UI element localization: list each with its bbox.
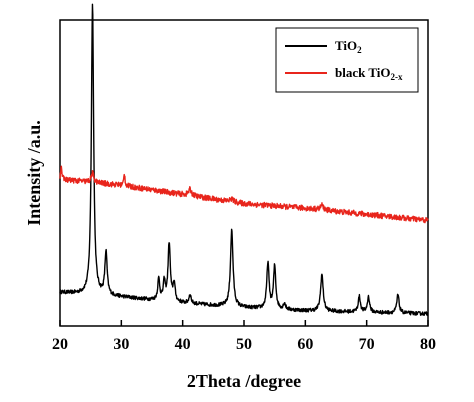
x-tick-label: 40	[175, 336, 191, 353]
legend: TiO2 black TiO2-x	[275, 27, 419, 93]
x-tick-label: 30	[113, 336, 129, 353]
x-tick-label: 50	[236, 336, 252, 353]
x-ticks: 20 30 40 50 60 70 80	[52, 320, 436, 353]
series-tio2-line	[59, 3, 429, 317]
x-tick-label: 60	[297, 336, 313, 353]
legend-label-black-tio2x-subscript: 2-x	[391, 72, 403, 82]
x-tick-label: 20	[52, 336, 68, 353]
legend-label-tio2-subscript: 2	[357, 45, 362, 55]
legend-label-tio2: TiO2	[335, 38, 362, 55]
x-tick-label: 70	[359, 336, 375, 353]
x-tick-label: 80	[420, 336, 436, 353]
legend-label-black-tio2x: black TiO2-x	[335, 65, 403, 82]
x-axis-title: 2Theta /degree	[187, 371, 301, 391]
legend-box	[275, 27, 419, 93]
y-axis-title: Intensity /a.u.	[24, 120, 44, 226]
series-black-tio2x-line	[59, 165, 429, 224]
series-layer	[59, 3, 429, 317]
